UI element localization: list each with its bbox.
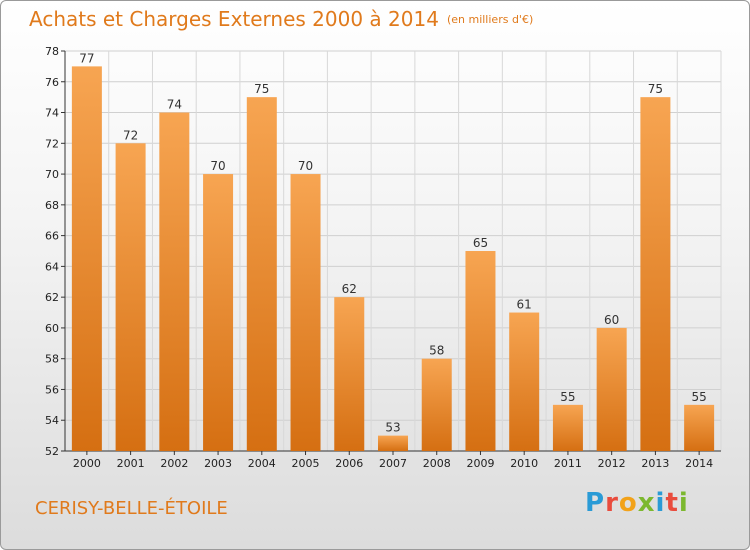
x-tick-label: 2012 <box>598 457 626 470</box>
value-label: 55 <box>560 390 575 404</box>
bar-2003 <box>203 174 234 452</box>
bars: 77 72 74 70 75 70 62 53 58 65 61 55 60 75 55 <box>71 51 715 452</box>
axes: 52 54 56 58 60 62 64 66 68 70 72 74 76 78 2000 2001 2002… <box>45 45 721 470</box>
logo-letter: i <box>678 488 689 518</box>
x-tick-label: 2006 <box>335 457 363 470</box>
x-tick-label: 2009 <box>466 457 494 470</box>
value-label: 55 <box>691 390 706 404</box>
proxiti-logo: Proxiti <box>585 488 689 518</box>
bar-2007 <box>378 435 408 451</box>
x-tick-label: 2007 <box>379 457 407 470</box>
y-tick-label: 60 <box>45 322 59 335</box>
value-label: 65 <box>473 236 488 250</box>
y-tick-label: 62 <box>45 291 59 304</box>
y-tick-label: 56 <box>45 383 59 396</box>
y-tick-label: 78 <box>45 45 59 58</box>
y-tick-label: 68 <box>45 199 59 212</box>
bar-2014 <box>684 404 715 451</box>
bar-2012 <box>596 327 627 451</box>
y-tick-label: 72 <box>45 137 59 150</box>
y-tick-label: 64 <box>45 260 59 273</box>
unit-label: (en milliers d'€) <box>446 13 534 26</box>
value-label: 74 <box>167 98 182 112</box>
x-tick-label: 2002 <box>160 457 188 470</box>
bar-2005 <box>290 174 321 452</box>
bar-2001 <box>115 143 146 452</box>
value-label: 70 <box>298 159 313 173</box>
bar-2006 <box>334 297 365 451</box>
y-tick-label: 58 <box>45 353 59 366</box>
y-tick-label: 54 <box>45 414 59 427</box>
x-tick-label: 2008 <box>423 457 451 470</box>
value-label: 77 <box>79 51 94 65</box>
x-tick-label: 2014 <box>685 457 713 470</box>
logo-letter: i <box>655 488 666 518</box>
value-label: 62 <box>342 282 357 296</box>
y-tick-label: 66 <box>45 230 59 243</box>
logo-letter: o <box>618 488 638 518</box>
bar-2008 <box>421 358 452 451</box>
value-label: 60 <box>604 313 619 327</box>
bar-2011 <box>552 404 583 451</box>
bar-2004 <box>246 97 277 452</box>
bar-2010 <box>509 312 540 451</box>
x-tick-label: 2000 <box>73 457 101 470</box>
logo-letter: P <box>585 488 606 518</box>
x-tick-label: 2013 <box>641 457 669 470</box>
bar-2009 <box>465 251 496 451</box>
y-tick-label: 52 <box>45 445 59 458</box>
value-label: 61 <box>517 298 532 312</box>
value-label: 53 <box>385 421 400 435</box>
x-tick-label: 2011 <box>554 457 582 470</box>
bar-2002 <box>159 112 190 452</box>
value-label: 70 <box>210 159 225 173</box>
bar-2000 <box>71 66 102 451</box>
commune-name: CERISY-BELLE-ÉTOILE <box>35 498 228 519</box>
x-tick-label: 2001 <box>117 457 145 470</box>
logo-letter: r <box>605 488 619 518</box>
value-label: 75 <box>648 82 663 96</box>
chart-title: Achats et Charges Externes 2000 à 2014 (e… <box>29 7 533 31</box>
y-tick-label: 70 <box>45 168 59 181</box>
logo-letter: x <box>637 488 656 518</box>
x-tick-label: 2003 <box>204 457 232 470</box>
x-tick-label: 2005 <box>292 457 320 470</box>
title-text: Achats et Charges Externes 2000 à 2014 <box>29 7 439 31</box>
logo-letter: t <box>665 488 679 518</box>
x-tick-label: 2004 <box>248 457 276 470</box>
y-tick-label: 76 <box>45 76 59 89</box>
value-label: 72 <box>123 128 138 142</box>
value-label: 75 <box>254 82 269 96</box>
x-tick-label: 2010 <box>510 457 538 470</box>
y-tick-label: 74 <box>45 107 59 120</box>
bar-2013 <box>640 97 671 452</box>
value-label: 58 <box>429 344 444 358</box>
